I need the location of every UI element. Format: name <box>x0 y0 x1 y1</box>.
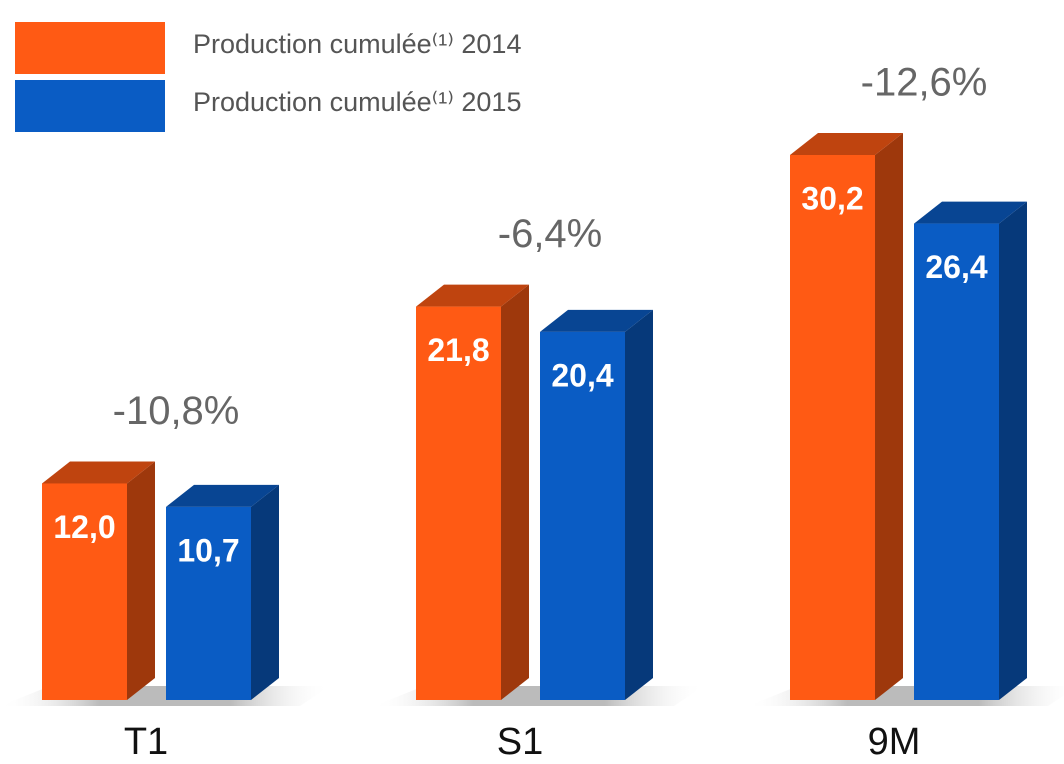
bar-top <box>416 284 529 307</box>
bar-top <box>540 309 653 332</box>
bar <box>416 306 501 700</box>
annotation: -10,8% <box>113 389 240 433</box>
bar-side <box>625 309 653 700</box>
value-label: 12,0 <box>53 509 115 545</box>
annotation: -6,4% <box>498 212 603 256</box>
bar <box>42 483 127 700</box>
bar-side <box>999 201 1027 700</box>
bar-top <box>790 133 903 155</box>
bar <box>540 331 625 700</box>
value-label: 30,2 <box>801 180 863 216</box>
bar-top <box>166 484 279 507</box>
annotation: -12,6% <box>861 61 988 105</box>
value-label: 10,7 <box>177 532 239 568</box>
bar-top <box>914 201 1027 224</box>
bar <box>914 223 999 700</box>
bar-top <box>42 461 155 484</box>
x-tick-label: 9M <box>868 721 921 763</box>
value-label: 21,8 <box>427 332 489 368</box>
bar-side <box>501 284 529 700</box>
legend-swatch <box>15 80 165 132</box>
bar-side <box>127 461 155 700</box>
bar-side <box>875 133 903 700</box>
value-label: 26,4 <box>925 249 987 285</box>
bar <box>166 506 251 700</box>
value-label: 20,4 <box>551 357 613 393</box>
x-tick-label: S1 <box>497 721 543 763</box>
bar-side <box>251 484 279 700</box>
legend-label: Production cumulée⁽¹⁾ 2014 <box>193 29 521 59</box>
bar <box>790 155 875 700</box>
legend-label: Production cumulée⁽¹⁾ 2015 <box>193 87 521 117</box>
legend-swatch <box>15 22 165 74</box>
x-tick-label: T1 <box>124 721 168 763</box>
